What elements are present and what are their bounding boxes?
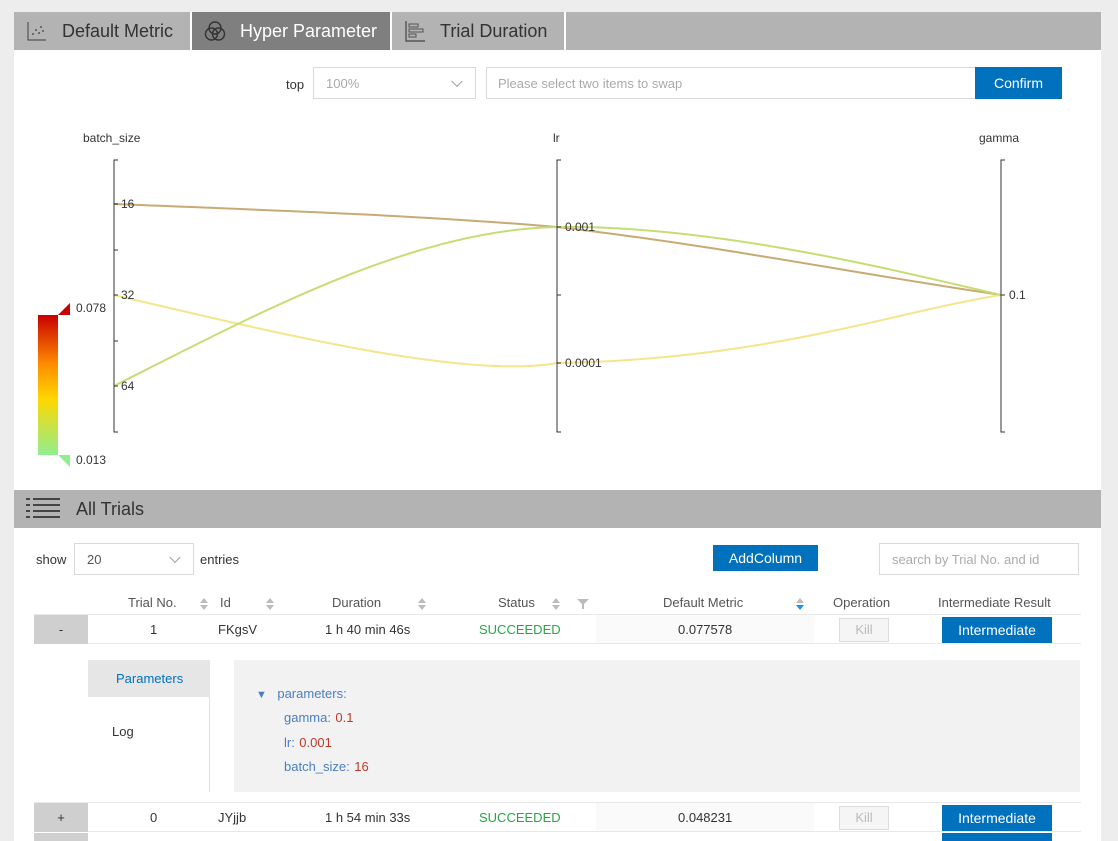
column-header-status[interactable]: Status [498,595,535,610]
param-key: batch_size: [284,759,350,774]
trial-line [557,227,1001,295]
tab-hyper-parameter[interactable]: Hyper Parameter [192,12,392,50]
trial-status: SUCCEEDED [479,803,561,833]
param-item: batch_size: 16 [284,758,369,776]
column-header-duration[interactable]: Duration [332,595,381,610]
column-header-operation: Operation [833,595,890,610]
axis-batch-size[interactable]: batch_size 16 32 64 [83,131,141,432]
color-scale-bar [38,315,58,455]
kill-button[interactable]: Kill [839,806,889,830]
entries-label: entries [200,552,239,567]
trial-line [114,204,557,227]
next-row-intermediate-button[interactable] [942,833,1052,841]
param-key: gamma: [284,710,331,725]
hyper-parameter-panel: top 100% Please select two items to swap… [14,50,1101,490]
column-header-default-metric[interactable]: Default Metric [663,595,743,610]
axis-title: gamma [979,131,1019,145]
axis-tick-label: 32 [121,288,135,302]
table-row[interactable]: + 0 JYjjb 1 h 54 min 33s SUCCEEDED 0.048… [34,802,1081,832]
param-value: 16 [354,759,368,774]
param-item: lr: 0.001 [284,734,332,752]
show-label: show [36,552,66,567]
sort-icon[interactable] [418,598,426,610]
bar-chart-icon [404,20,426,42]
color-min-handle[interactable] [58,455,70,467]
intermediate-button[interactable]: Intermediate [942,805,1052,831]
search-input[interactable]: search by Trial No. and id [879,543,1079,575]
next-row-expand-button[interactable] [34,833,88,841]
sort-icon[interactable] [266,598,274,610]
filter-icon[interactable] [577,598,589,610]
parallel-coordinates-plot: 0.078 0.013 batch_size 16 32 64 lr [14,50,1101,490]
tab-log[interactable]: Log [88,724,210,744]
chevron-down-icon [169,552,180,563]
sort-icon[interactable] [200,598,208,610]
list-icon [26,497,62,521]
trial-duration: 1 h 40 min 46s [325,615,410,645]
color-max-handle[interactable] [58,303,70,315]
trial-id: FKgsV [218,615,257,645]
color-max-label: 0.078 [76,301,106,315]
trial-metric: 0.077578 [678,615,732,645]
table-row[interactable]: - 1 FKgsV 1 h 40 min 46s SUCCEEDED 0.077… [34,614,1081,644]
axis-tick-label: 16 [121,197,135,211]
trial-line [114,295,557,366]
tab-default-metric[interactable]: Default Metric [14,12,192,50]
trial-id: JYjjb [218,803,246,833]
axis-title: lr [553,131,560,145]
color-min-label: 0.013 [76,453,106,467]
axis-title: batch_size [83,131,141,145]
trial-duration: 1 h 54 min 33s [325,803,410,833]
caret-down-icon: ▼ [256,689,267,701]
axis-tick-label: 0.1 [1009,288,1026,302]
axis-tick-label: 64 [121,379,135,393]
parameters-root[interactable]: ▼ parameters: [256,685,347,703]
scatter-chart-icon [26,20,48,42]
trials-panel: show 20 entries AddColumn search by Tria… [14,528,1101,841]
column-header-id[interactable]: Id [220,595,231,610]
sort-icon[interactable] [552,598,560,610]
tab-parameters[interactable]: Parameters [88,660,210,697]
tab-label: Hyper Parameter [240,21,377,42]
axis-tick-label: 0.001 [565,220,595,234]
parameters-panel: ▼ parameters: gamma: 0.1 lr: 0.001 batch… [234,660,1080,792]
all-trials-title: All Trials [76,499,144,520]
chart-tab-bar: Default Metric Hyper Parameter Trial Dur… [14,12,1101,50]
entries-value: 20 [87,552,101,567]
venn-circles-icon [204,20,226,42]
param-value: 0.001 [299,735,332,750]
trial-line [114,227,557,386]
param-key: lr: [284,735,295,750]
trial-metric: 0.048231 [678,803,732,833]
column-header-intermediate: Intermediate Result [938,595,1051,610]
collapse-row-button[interactable]: - [34,615,88,644]
trial-no: 1 [150,615,157,645]
tab-trial-duration[interactable]: Trial Duration [392,12,566,50]
add-column-button[interactable]: AddColumn [713,545,818,571]
all-trials-header: All Trials [14,490,1101,528]
intermediate-button[interactable]: Intermediate [942,617,1052,643]
search-placeholder: search by Trial No. and id [892,552,1039,567]
tab-label: Trial Duration [440,21,547,42]
sort-desc-icon[interactable] [796,598,804,610]
trial-status: SUCCEEDED [479,615,561,645]
axis-tick-label: 0.0001 [565,356,602,370]
entries-select[interactable]: 20 [74,543,194,575]
divider [209,697,210,792]
kill-button[interactable]: Kill [839,618,889,642]
param-item: gamma: 0.1 [284,709,354,727]
parameters-root-label: parameters: [277,686,346,701]
trial-detail: Parameters Log ▼ parameters: gamma: 0.1 … [34,644,1081,802]
tab-label: Default Metric [62,21,173,42]
expand-row-button[interactable]: + [34,803,88,832]
column-header-trial-no[interactable]: Trial No. [128,595,177,610]
trial-no: 0 [150,803,157,833]
axis-lr[interactable]: lr 0.001 0.0001 [553,131,602,432]
axis-gamma[interactable]: gamma 0.1 [979,131,1026,432]
trial-line [557,295,1001,363]
param-value: 0.1 [335,710,353,725]
